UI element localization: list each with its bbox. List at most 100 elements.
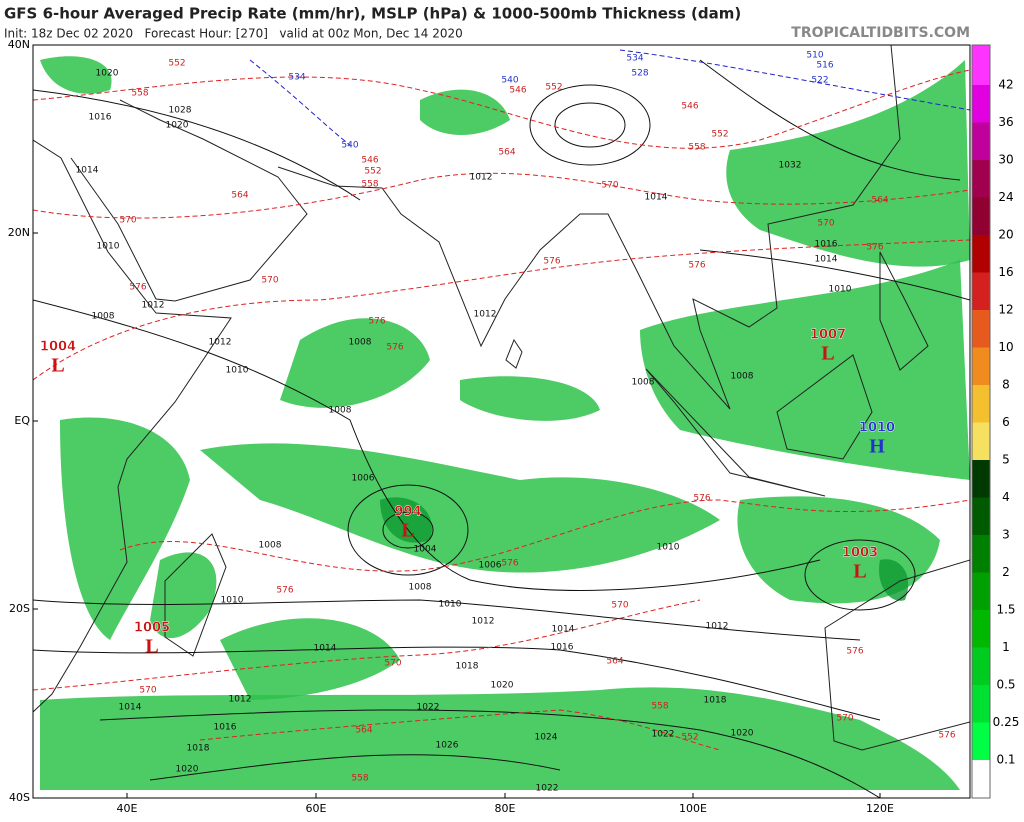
thickness-label: 552 [545,83,562,93]
colorbar-swatch [972,497,990,535]
isobar-label: 1020 [176,765,199,775]
precipitation [40,56,970,790]
thickness-label: 576 [866,243,883,253]
isobar-label: 1012 [229,695,252,705]
thickness-label: 570 [601,181,618,191]
isobar-label: 1008 [349,338,372,348]
thickness-label: 564 [871,196,888,206]
isobar-label: 1010 [221,596,244,606]
isobar-label: 1014 [314,644,337,654]
pressure-value: 1010 [859,421,895,436]
colorbar-label: 36 [998,115,1013,129]
isobar-label: 1008 [92,312,115,322]
isobar-label: 1026 [436,741,459,751]
thickness-label: 576 [501,559,518,569]
thickness-label: 510 [806,51,823,61]
pressure-value: 1007 [810,328,846,343]
isobar-label: 1018 [704,696,727,706]
map: 1004L994L1007L1003L1010H1005L10201016102… [33,45,970,798]
colorbar-swatch [972,385,990,423]
isobar-label: 1020 [96,69,119,79]
isobar-label: 1010 [226,366,249,376]
thickness-label: 552 [681,733,698,743]
colorbar-label: 16 [998,265,1013,279]
colorbar-swatch [972,647,990,685]
isobar-label: 1024 [535,733,558,743]
colorbar-label: 6 [1002,415,1010,429]
isobar-label: 1006 [479,561,502,571]
isobar-label: 1010 [829,285,852,295]
thickness-label: 564 [231,191,248,201]
colorbar-label: 1.5 [996,603,1015,617]
thickness-label: 564 [498,148,515,158]
thickness-label: 576 [938,731,955,741]
thickness-label: 570 [384,659,401,669]
thickness-label: 576 [276,586,293,596]
isobar-label: 1012 [474,310,497,320]
isobar-label: 1020 [166,121,189,131]
colorbar-swatch [972,460,990,498]
thickness-label: 552 [168,59,185,69]
lat-label: 40S [9,791,30,804]
lat-label: 40N [8,38,30,51]
thickness-label: 570 [119,216,136,226]
colorbar-label: 24 [998,190,1013,204]
colorbar-label: 4 [1002,490,1010,504]
thickness-label: 516 [816,61,833,71]
thickness-label: 576 [368,317,385,327]
isobar-label: 1016 [551,643,574,653]
thickness-label: 546 [361,156,378,166]
isobar-label: 1018 [187,744,210,754]
isobar-label: 1012 [706,622,729,632]
isobar-label: 1022 [417,703,440,713]
colorbar-swatch [972,422,990,460]
isobar-label: 1020 [491,681,514,691]
isobar-label: 1012 [470,173,493,183]
isobar-label: 1014 [645,193,668,203]
colorbar-label: 3 [1002,528,1010,542]
isobar-label: 1004 [414,545,437,555]
colorbar-label: 0.5 [996,678,1015,692]
colorbar-swatch [972,122,990,160]
thickness-label: 570 [611,601,628,611]
colorbar-label: 20 [998,228,1013,242]
colorbar-label: 0.1 [996,753,1015,767]
lon-label: 100E [679,802,707,815]
thickness-label: 570 [261,276,278,286]
isobar-label: 1008 [329,406,352,416]
pressure-symbol: L [401,520,414,542]
isobar-label: 1010 [97,242,120,252]
thickness-label: 576 [846,647,863,657]
colorbar-swatch [972,760,990,798]
colorbar-swatch [972,722,990,760]
isobar-label: 1014 [552,625,575,635]
thickness-label: 534 [288,73,305,83]
pressure-value: 1004 [40,340,76,355]
colorbar-swatch [972,235,990,273]
lon-label: 40E [117,802,138,815]
thickness-label: 558 [131,89,148,99]
thickness-label: 546 [681,102,698,112]
isobar-label: 1028 [169,106,192,116]
colorbar-swatch [972,535,990,573]
isobar-label: 1008 [731,372,754,382]
thickness-label: 552 [711,130,728,140]
thickness [33,49,970,751]
isobar-label: 1008 [409,583,432,593]
colorbar-label: 42 [998,78,1013,92]
colorbar-label: 2 [1002,565,1010,579]
thickness-label: 570 [817,219,834,229]
colorbar-swatch [972,160,990,198]
thickness-label: 558 [351,774,368,784]
thickness-label: 540 [501,76,518,86]
isobar-label: 1032 [779,161,802,171]
isobar-label: 1008 [632,378,655,388]
colorbar-swatch [972,610,990,648]
colorbar-swatch [972,45,990,85]
thickness-label: 564 [606,657,623,667]
thickness-label: 576 [386,343,403,353]
title: GFS 6-hour Averaged Precip Rate (mm/hr),… [4,5,741,23]
thickness-label: 528 [631,69,648,79]
colorbar-swatch [972,197,990,235]
